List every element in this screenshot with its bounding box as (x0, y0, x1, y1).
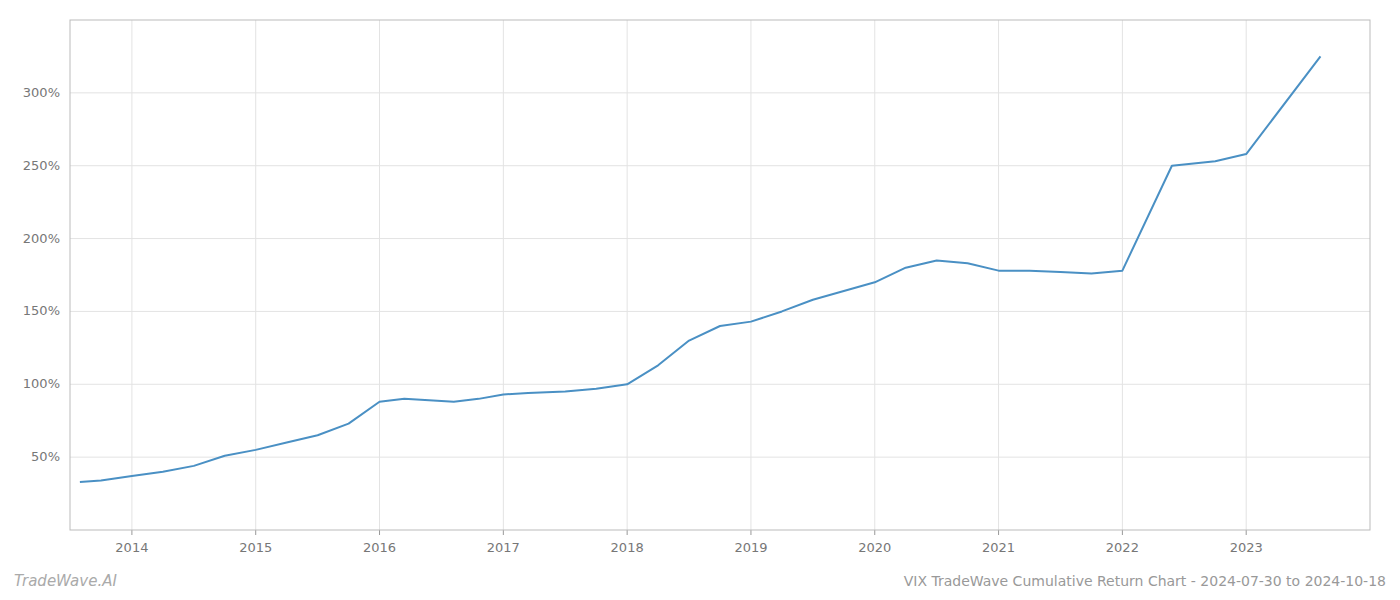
grid-line (255, 20, 256, 530)
tick-mark (1122, 530, 1123, 535)
grid-line (1246, 20, 1247, 530)
tick-label: 2017 (487, 540, 520, 555)
tick-mark (379, 530, 380, 535)
plot-frame (70, 20, 1370, 530)
tick-label: 2016 (363, 540, 396, 555)
tick-label: 2019 (734, 540, 767, 555)
tick-label: 2022 (1106, 540, 1139, 555)
grid-line (70, 238, 1370, 239)
grid-line (750, 20, 751, 530)
grid-line (70, 311, 1370, 312)
grid-line (627, 20, 628, 530)
tick-label: 300% (23, 85, 60, 100)
grid-line (70, 92, 1370, 93)
tick-label: 2023 (1230, 540, 1263, 555)
tick-mark (750, 530, 751, 535)
tick-label: 100% (23, 376, 60, 391)
tick-label: 2020 (858, 540, 891, 555)
grid-line (874, 20, 875, 530)
axes: 50% 100% 150% 200% 250% 300% 2014 2015 2016 2017 2… (23, 20, 1370, 555)
grid-line (503, 20, 504, 530)
tick-mark (255, 530, 256, 535)
tick-mark (503, 530, 504, 535)
tick-label: 2014 (115, 540, 148, 555)
line (80, 56, 1321, 481)
tick-label: 2015 (239, 540, 272, 555)
tick-mark (874, 530, 875, 535)
title: VIX TradeWave Cumulative Return Chart - … (904, 573, 1386, 589)
grid-line (131, 20, 132, 530)
grid-line (70, 457, 1370, 458)
tick-mark (1246, 530, 1247, 535)
grid-line (1122, 20, 1123, 530)
tick-label: 200% (23, 231, 60, 246)
grid-line (379, 20, 380, 530)
chart: 50% 100% 150% 200% 250% 300% 2014 2015 2016 2017 2… (0, 0, 1400, 600)
grid-line (70, 384, 1370, 385)
tick-label: 150% (23, 303, 60, 318)
tick-mark (627, 530, 628, 535)
tick-mark (131, 530, 132, 535)
tick-label: 2018 (611, 540, 644, 555)
tick-label: 50% (31, 449, 60, 464)
watermark: TradeWave.AI (14, 572, 117, 590)
tick-label: 2021 (982, 540, 1015, 555)
series (80, 56, 1321, 481)
tick-label: 250% (23, 158, 60, 173)
grid (70, 20, 1370, 530)
tick-mark (998, 530, 999, 535)
grid-line (998, 20, 999, 530)
